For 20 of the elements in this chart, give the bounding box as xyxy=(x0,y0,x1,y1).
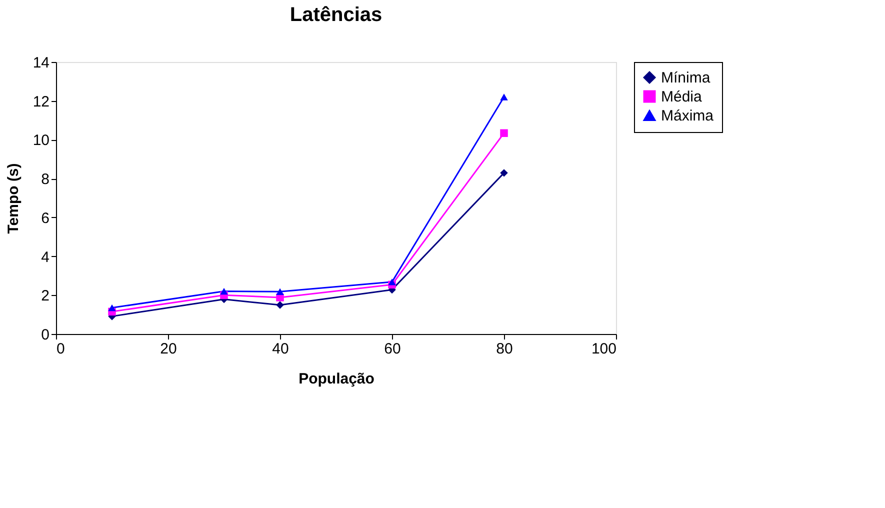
x-axis-title: População xyxy=(298,370,374,388)
x-tick-label: 20 xyxy=(160,340,177,358)
y-axis-title: Tempo (s) xyxy=(4,163,22,234)
y-tick-label: 2 xyxy=(41,288,50,305)
legend-label: Máxima xyxy=(661,108,714,124)
y-tick-label: 0 xyxy=(41,326,50,344)
x-tick-label: 60 xyxy=(384,340,401,358)
y-tick-label: 8 xyxy=(41,171,50,188)
y-tick-label: 12 xyxy=(32,93,50,110)
y-tick-label: 4 xyxy=(41,248,50,266)
x-tick-label: 100 xyxy=(591,340,616,358)
x-tick-label: 40 xyxy=(272,340,289,358)
y-tick-label: 10 xyxy=(32,132,50,150)
chart-title: Latências xyxy=(290,4,382,26)
x-tick-label: 80 xyxy=(496,340,513,358)
legend-label: Mínima xyxy=(661,70,711,86)
legend-label: Média xyxy=(661,88,703,106)
x-tick-label: 0 xyxy=(56,340,65,358)
y-tick-label: 14 xyxy=(32,54,50,72)
y-tick-label: 6 xyxy=(41,210,50,227)
